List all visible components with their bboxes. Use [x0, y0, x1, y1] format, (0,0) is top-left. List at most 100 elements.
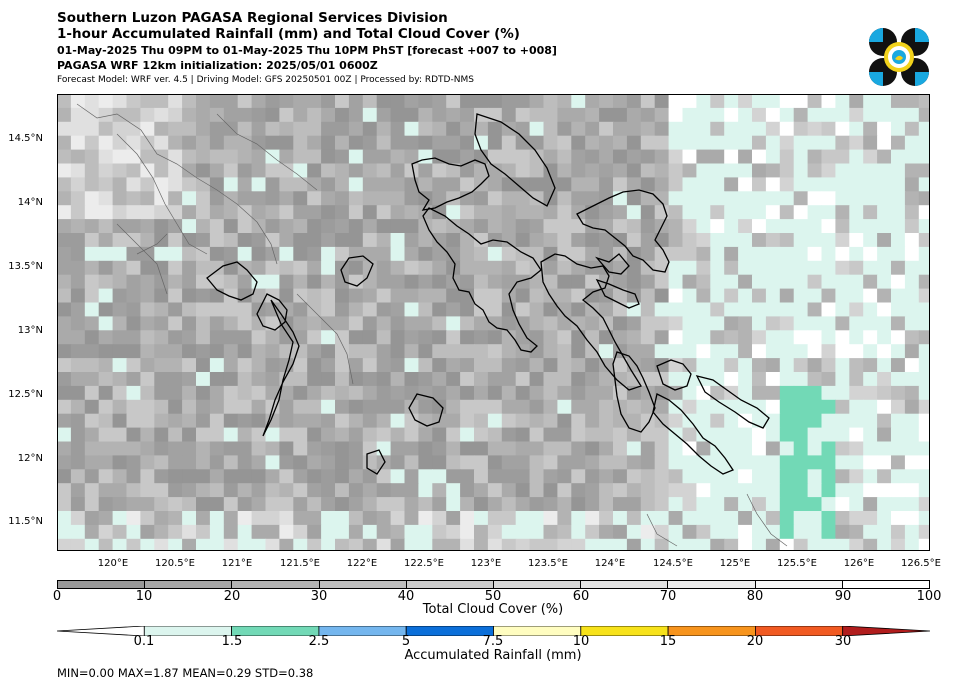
- grid-cell: [474, 121, 489, 137]
- grid-cell: [404, 427, 419, 443]
- grid-cell: [84, 483, 100, 498]
- grid-cell: [321, 441, 336, 456]
- grid-cell: [209, 191, 225, 206]
- grid-cell: [877, 219, 892, 234]
- grid-cell: [668, 413, 684, 429]
- grid-cell: [696, 455, 711, 470]
- grid-cell: [209, 246, 225, 262]
- grid-cell: [404, 135, 419, 151]
- grid-cell: [752, 274, 767, 290]
- grid-cell: [529, 177, 545, 192]
- grid-cell: [321, 399, 336, 415]
- grid-cell: [599, 135, 614, 151]
- grid-cell: [501, 246, 517, 262]
- grid-cell: [904, 316, 920, 331]
- grid-cell: [168, 288, 183, 304]
- grid-cell: [654, 288, 670, 304]
- grid-cell: [223, 385, 239, 401]
- grid-cell: [279, 219, 294, 234]
- grid-cell: [807, 413, 823, 429]
- grid-cell: [918, 219, 930, 234]
- grid-cell: [154, 302, 169, 317]
- grid-cell: [543, 344, 558, 359]
- grid-cell: [98, 94, 114, 109]
- grid-cell: [487, 191, 503, 206]
- grid-cell: [404, 149, 419, 165]
- grid-cell: [752, 316, 767, 331]
- grid-cell: [196, 302, 211, 317]
- grid-cell: [613, 511, 628, 526]
- lon-label-122.5: 122.5°E: [404, 558, 444, 569]
- grid-cell: [752, 288, 767, 304]
- grid-cell: [404, 455, 419, 470]
- grid-cell: [877, 302, 892, 317]
- grid-cell: [779, 469, 795, 484]
- grid-cell: [918, 233, 930, 248]
- grid-cell: [779, 288, 795, 304]
- grid-cell: [196, 441, 211, 456]
- grid-cell: [682, 233, 697, 248]
- grid-cell: [112, 219, 128, 234]
- grid-cell: [891, 469, 906, 484]
- grid-cell: [362, 455, 378, 470]
- grid-cell: [168, 385, 183, 401]
- grid-cell: [154, 441, 169, 456]
- grid-cell: [835, 455, 850, 470]
- grid-cell: [891, 455, 906, 470]
- grid-cell: [807, 177, 823, 192]
- grid-cell: [710, 191, 725, 206]
- title-line-1: Southern Luzon PAGASA Regional Services …: [57, 10, 448, 26]
- grid-cell: [70, 358, 86, 373]
- grid-cell: [891, 399, 906, 415]
- grid-cell: [57, 385, 72, 401]
- grid-cell: [863, 344, 878, 359]
- grid-cell: [543, 260, 558, 276]
- grid-cell: [321, 233, 336, 248]
- grid-cell: [404, 288, 419, 304]
- grid-cell: [223, 469, 239, 484]
- lat-label-12.5: 12.5°N: [8, 389, 43, 400]
- grid-cell: [279, 274, 294, 290]
- grid-cell: [613, 385, 628, 401]
- grid-cell: [182, 260, 197, 276]
- grid-cell: [835, 399, 850, 415]
- grid-cell: [279, 316, 294, 331]
- grid-cell: [446, 149, 461, 165]
- grid-cell: [807, 205, 823, 220]
- grid-cell: [348, 94, 364, 109]
- grid-cell: [404, 511, 419, 526]
- grid-cell: [84, 205, 100, 220]
- grid-cell: [196, 233, 211, 248]
- grid-cell: [432, 135, 447, 151]
- grid-cell: [765, 372, 781, 387]
- grid-cell: [835, 288, 850, 304]
- grid-cell: [182, 524, 197, 540]
- grid-cell: [460, 274, 475, 290]
- grid-cell: [293, 246, 308, 262]
- grid-cell: [863, 107, 878, 123]
- grid-cell: [835, 358, 850, 373]
- grid-cell: [237, 344, 253, 359]
- grid-cell: [501, 274, 517, 290]
- grid-cell: [321, 469, 336, 484]
- grid-cell: [223, 344, 239, 359]
- grid-cell: [668, 455, 684, 470]
- grid-cell: [209, 107, 225, 123]
- grid-cell: [321, 483, 336, 498]
- grid-cell: [821, 399, 836, 415]
- grid-cell: [849, 135, 864, 151]
- grid-cell: [682, 511, 697, 526]
- grid-cell: [613, 427, 628, 443]
- grid-cell: [863, 94, 878, 109]
- grid-cell: [849, 177, 864, 192]
- grid-cell: [515, 413, 531, 429]
- grid-cell: [418, 260, 433, 276]
- grid-cell: [168, 163, 183, 178]
- grid-cell: [84, 538, 100, 551]
- grid-cell: [418, 538, 433, 551]
- grid-cell: [223, 177, 239, 192]
- grid-cell: [918, 288, 930, 304]
- grid-cell: [779, 121, 795, 137]
- grid-cell: [70, 107, 86, 123]
- grid-cell: [793, 455, 809, 470]
